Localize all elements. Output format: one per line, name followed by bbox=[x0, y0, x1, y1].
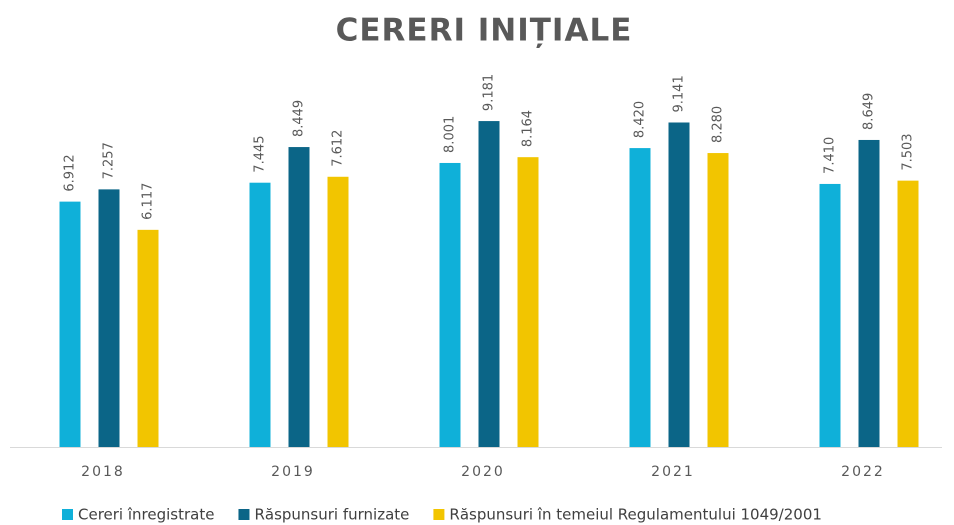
legend-label: Răspunsuri în temeiul Regulamentului 104… bbox=[449, 506, 822, 524]
legend-swatch bbox=[433, 509, 445, 520]
value-label: 8.001 bbox=[443, 116, 458, 153]
value-label: 7.612 bbox=[331, 130, 346, 167]
bar bbox=[517, 157, 539, 448]
value-label: 6.912 bbox=[63, 154, 78, 191]
bar bbox=[327, 176, 349, 448]
bar bbox=[897, 180, 919, 447]
value-label: 8.649 bbox=[862, 93, 877, 130]
value-label: 9.181 bbox=[482, 74, 497, 111]
bar bbox=[439, 162, 461, 448]
value-label: 8.280 bbox=[711, 106, 726, 143]
bar bbox=[819, 183, 841, 447]
bar bbox=[707, 153, 729, 447]
legend-label: Răspunsuri furnizate bbox=[254, 506, 409, 524]
x-tick-label: 2021 bbox=[651, 464, 695, 480]
bar bbox=[478, 121, 500, 448]
legend-swatch bbox=[238, 509, 250, 520]
x-tick-label: 2019 bbox=[271, 464, 315, 480]
chart-title: CERERI INIȚIALE bbox=[336, 13, 633, 49]
value-label: 8.420 bbox=[633, 101, 648, 138]
bar bbox=[249, 182, 271, 447]
value-label: 9.141 bbox=[672, 75, 687, 112]
bar bbox=[668, 122, 690, 447]
bar bbox=[629, 148, 651, 447]
value-label: 7.410 bbox=[823, 137, 838, 174]
bar bbox=[98, 189, 120, 447]
value-label: 7.257 bbox=[102, 142, 117, 179]
value-label: 7.503 bbox=[901, 133, 916, 170]
value-label: 8.449 bbox=[292, 100, 307, 137]
bar bbox=[288, 147, 310, 448]
bar bbox=[59, 201, 81, 447]
x-tick-label: 2020 bbox=[461, 464, 505, 480]
x-tick-label: 2018 bbox=[81, 464, 125, 480]
value-label: 8.164 bbox=[521, 110, 536, 147]
value-label: 7.445 bbox=[253, 135, 268, 172]
bar bbox=[137, 229, 159, 447]
bar bbox=[858, 139, 880, 447]
x-tick-label: 2022 bbox=[841, 464, 885, 480]
legend-label: Cereri înregistrate bbox=[78, 506, 214, 524]
value-label: 6.117 bbox=[141, 183, 156, 220]
legend-swatch bbox=[62, 509, 73, 520]
